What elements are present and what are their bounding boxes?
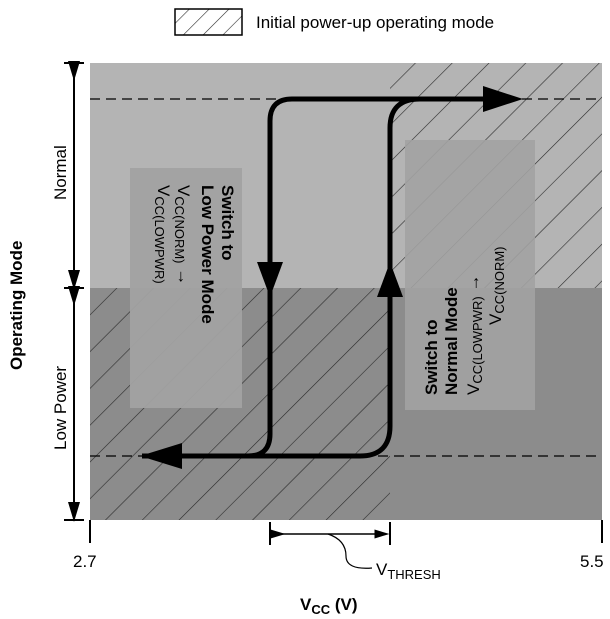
y-level-brackets <box>64 61 84 522</box>
up-label-background <box>405 140 535 410</box>
x-axis-title: VCC (V) <box>300 595 358 617</box>
legend-label: Initial power-up operating mode <box>256 13 494 32</box>
arrow-left-head <box>140 443 182 469</box>
x-axis <box>89 520 603 569</box>
threshold-leader <box>327 533 373 569</box>
down-label-to: VCC(LOWPWR) <box>152 185 173 284</box>
up-label-line2: Normal Mode <box>442 287 461 395</box>
switch-to-low-power-label: Switch to Low Power Mode VCC(NORM) → VCC… <box>152 185 237 324</box>
x-min-label: 2.7 <box>73 552 97 571</box>
down-label-line1: Switch to <box>218 185 237 261</box>
x-max-label: 5.5 <box>580 552 604 571</box>
down-label-from: VCC(NORM) → <box>172 185 193 285</box>
arrow-up-head <box>377 262 403 297</box>
threshold-label: VTHRESH <box>376 560 441 582</box>
switch-to-normal-mode-label: Switch to Normal Mode VCC(LOWPWR) → VCC(… <box>422 247 507 396</box>
down-label-background <box>130 168 242 408</box>
y-axis-title: Operating Mode <box>7 241 26 370</box>
up-label-from: VCC(LOWPWR) → <box>464 275 485 395</box>
legend: Initial power-up operating mode <box>174 8 494 36</box>
arrow-right-head <box>483 86 523 112</box>
y-level-low-power-label: Low Power <box>51 366 70 450</box>
up-label-line1: Switch to <box>422 319 441 395</box>
up-label-to: VCC(NORM) <box>486 247 507 326</box>
down-label-line2: Low Power Mode <box>198 185 217 324</box>
arrow-down-head <box>257 262 283 297</box>
legend-hatch-swatch <box>174 8 243 36</box>
y-level-normal-label: Normal <box>51 145 70 200</box>
